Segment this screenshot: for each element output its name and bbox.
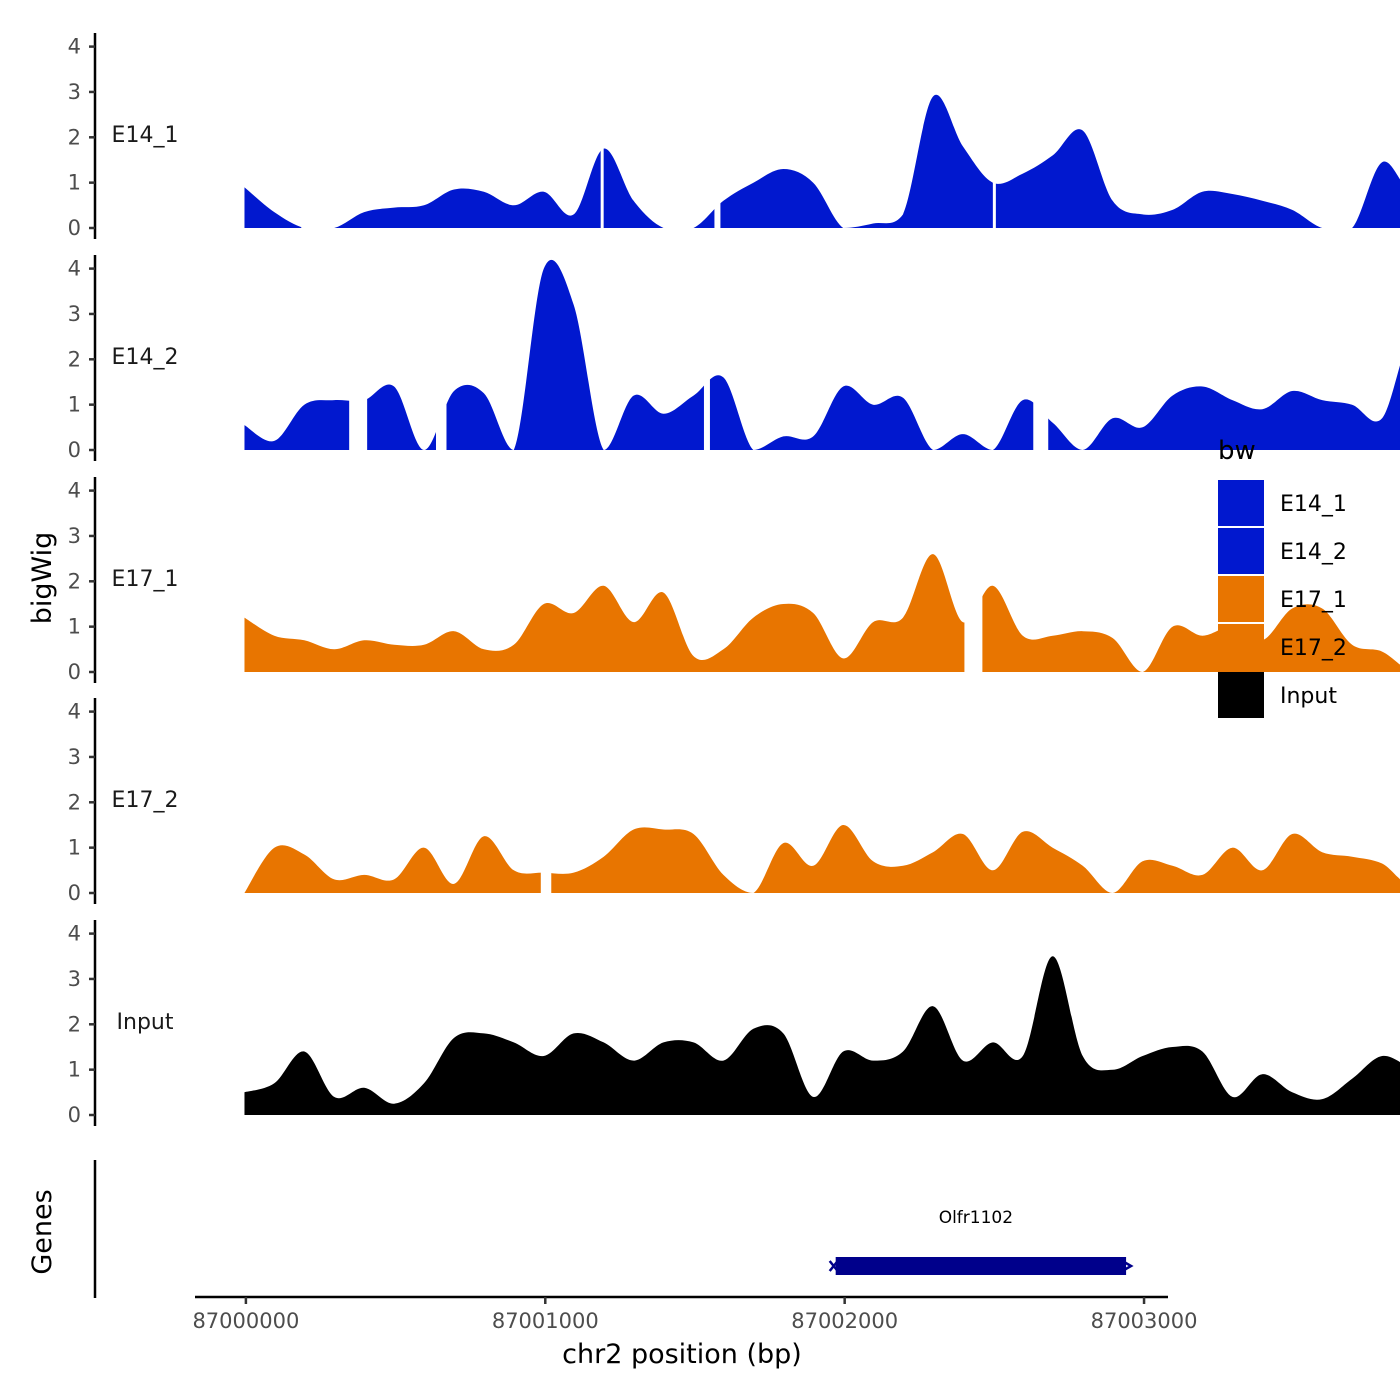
y-tick-label: 4 bbox=[68, 257, 81, 281]
x-axis-title: chr2 position (bp) bbox=[562, 1339, 802, 1370]
y-tick-label: 0 bbox=[68, 881, 81, 905]
track-label: E17_2 bbox=[112, 788, 179, 813]
legend-title: bw bbox=[1218, 436, 1256, 466]
y-tick-label: 3 bbox=[68, 745, 81, 769]
y-tick-label: 2 bbox=[68, 125, 81, 149]
legend-swatch bbox=[1218, 480, 1264, 526]
y-tick-label: 3 bbox=[68, 967, 81, 991]
x-tick-label: 87000000 bbox=[192, 1309, 299, 1333]
legend-label: E14_2 bbox=[1280, 540, 1347, 565]
x-axis: 87000000 87001000 87002000 87003000 bbox=[192, 1295, 1198, 1333]
track-e14_2: 0 1 2 3 4 E14_2 bbox=[68, 255, 1400, 462]
track-e17_2: 0 1 2 3 4 E17_2 bbox=[68, 698, 1400, 905]
signal-area-e14_2 bbox=[244, 260, 1400, 450]
track-label: E14_2 bbox=[112, 345, 179, 370]
y-tick-label: 1 bbox=[68, 836, 81, 860]
x-tick-label: 87002000 bbox=[791, 1309, 898, 1333]
track-e14_1: 0 1 2 3 4 E14_1 bbox=[68, 33, 1400, 240]
signal-tracks: 0 1 2 3 4 E14_1 0 1 2 3 4 E14_2 0 1 2 3 4 E17_1 0 1 2 3 4 E17_2… bbox=[68, 33, 1400, 1127]
signal-area-e14_1 bbox=[244, 94, 1400, 228]
legend-swatch bbox=[1218, 672, 1264, 718]
legend-label: E17_2 bbox=[1280, 636, 1347, 661]
track-input: 0 1 2 3 4 Input bbox=[68, 920, 1400, 1127]
gene-end-icon bbox=[1123, 1260, 1134, 1272]
y-tick-label: 3 bbox=[68, 80, 81, 104]
x-tick-label: 87003000 bbox=[1091, 1309, 1198, 1333]
y-tick-label: 4 bbox=[68, 922, 81, 946]
y-tick-label: 1 bbox=[68, 615, 81, 639]
y-tick-label: 1 bbox=[68, 171, 81, 195]
gene-label: Olfr1102 bbox=[939, 1208, 1013, 1228]
legend-swatch bbox=[1218, 576, 1264, 622]
signal-area-e17_2 bbox=[244, 805, 1400, 893]
legend: bw E14_1 E14_2 E17_1 E17_2 Input bbox=[1218, 436, 1347, 718]
y-tick-label: 2 bbox=[68, 347, 81, 371]
y-tick-label: 4 bbox=[68, 35, 81, 59]
y-tick-label: 2 bbox=[68, 790, 81, 814]
y-tick-label: 0 bbox=[68, 660, 81, 684]
y-tick-label: 3 bbox=[68, 524, 81, 548]
x-tick-label: 87001000 bbox=[492, 1309, 599, 1333]
strand-marker-icon bbox=[828, 1260, 839, 1272]
y-tick-label: 2 bbox=[68, 569, 81, 593]
track-e17_1: 0 1 2 3 4 E17_1 bbox=[68, 477, 1400, 684]
y-tick-label: 4 bbox=[68, 700, 81, 724]
signal-area-input bbox=[244, 956, 1400, 1115]
legend-label: E17_1 bbox=[1280, 588, 1347, 613]
legend-swatch bbox=[1218, 624, 1264, 670]
y-tick-label: 0 bbox=[68, 216, 81, 240]
gene-panel: Olfr1102 bbox=[93, 1160, 1134, 1298]
legend-swatch bbox=[1218, 528, 1264, 574]
y-tick-label: 4 bbox=[68, 479, 81, 503]
signal-area-e17_1 bbox=[244, 554, 1400, 672]
y-tick-label: 1 bbox=[68, 1058, 81, 1082]
y-tick-label: 2 bbox=[68, 1012, 81, 1036]
track-label: E14_1 bbox=[112, 123, 179, 148]
genes-axis-title: Genes bbox=[27, 1189, 58, 1274]
track-label: E17_1 bbox=[112, 567, 179, 592]
track-label: Input bbox=[117, 1010, 174, 1035]
y-tick-label: 0 bbox=[68, 438, 81, 462]
gene-body bbox=[835, 1257, 1127, 1275]
y-tick-label: 0 bbox=[68, 1103, 81, 1127]
y-axis-title: bigWig bbox=[27, 532, 58, 625]
y-tick-label: 1 bbox=[68, 393, 81, 417]
legend-label: E14_1 bbox=[1280, 492, 1347, 517]
y-tick-label: 3 bbox=[68, 302, 81, 326]
legend-label: Input bbox=[1280, 684, 1337, 709]
